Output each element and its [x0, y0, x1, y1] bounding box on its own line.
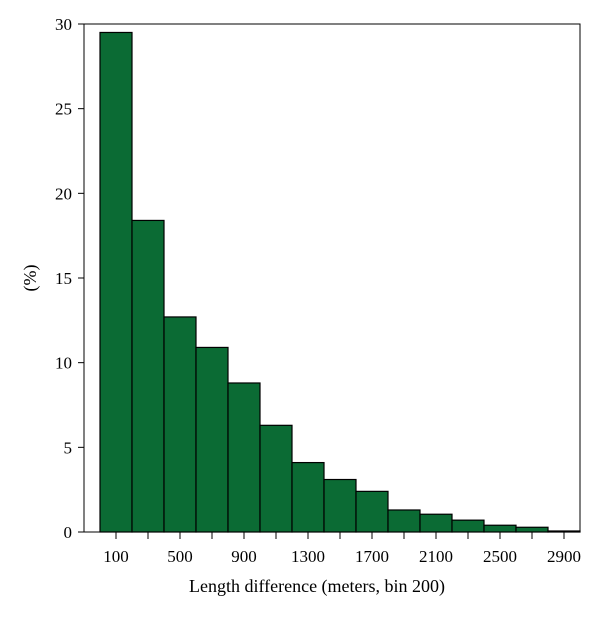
x-tick-label: 2100 — [419, 547, 453, 566]
y-axis: 0 5 10 15 20 25 30 — [55, 15, 84, 542]
y-axis-title: (%) — [20, 265, 41, 292]
y-tick-label: 15 — [55, 269, 72, 288]
x-tick-label: 1700 — [355, 547, 389, 566]
bar-400-600 — [163, 316, 197, 533]
bar-2000-2200 — [419, 513, 453, 533]
x-tick-label: 2500 — [483, 547, 517, 566]
y-tick-label: 25 — [55, 100, 72, 119]
bar-2200-2400 — [451, 519, 485, 533]
x-tick-label: 900 — [231, 547, 257, 566]
x-tick-label: 100 — [103, 547, 129, 566]
bars-group — [99, 31, 581, 533]
x-tick-label: 500 — [167, 547, 193, 566]
bar-1800-2000 — [387, 509, 421, 533]
bar-800-1000 — [227, 382, 261, 533]
bar-2400-2600 — [483, 524, 517, 533]
x-tick-label: 1300 — [291, 547, 325, 566]
bar-1400-1600 — [323, 478, 357, 533]
bar-200-400 — [131, 219, 165, 533]
y-tick-label: 5 — [64, 438, 73, 457]
y-tick-label: 30 — [55, 15, 72, 34]
bar-1000-1200 — [259, 424, 293, 533]
bar-1200-1400 — [291, 461, 325, 533]
y-tick-label: 10 — [55, 354, 72, 373]
x-axis-title: Length difference (meters, bin 200) — [189, 576, 445, 597]
y-tick-label: 0 — [64, 523, 73, 542]
x-tick-label: 2900 — [547, 547, 581, 566]
bar-1600-1800 — [355, 490, 389, 533]
x-axis: 100 500 900 1300 1700 2100 2500 2900 — [103, 532, 581, 566]
bar-0-200 — [99, 31, 133, 533]
y-tick-label: 20 — [55, 184, 72, 203]
bar-2600-2800 — [515, 526, 549, 533]
bar-600-800 — [195, 346, 229, 533]
